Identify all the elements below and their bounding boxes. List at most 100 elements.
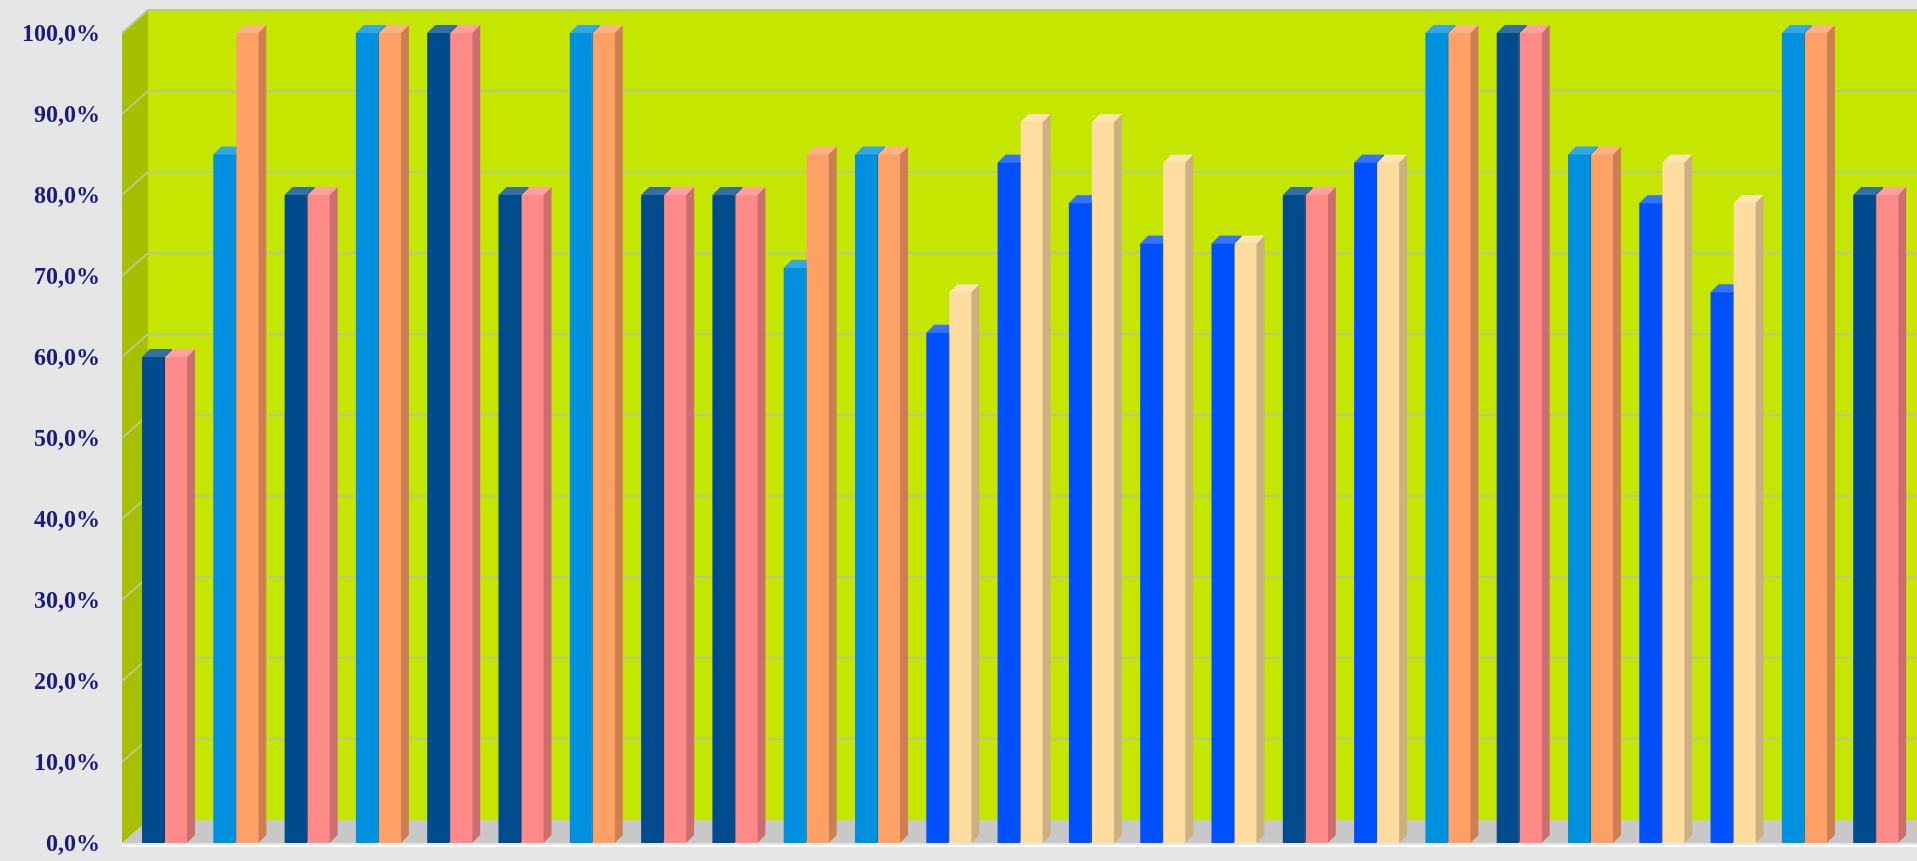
bar-top bbox=[712, 187, 743, 195]
bar-front bbox=[1733, 203, 1756, 844]
bar-front bbox=[284, 195, 307, 843]
bar-front bbox=[783, 267, 806, 843]
bar-top bbox=[1354, 154, 1385, 163]
bar-front bbox=[949, 292, 972, 843]
bar-front bbox=[641, 195, 664, 843]
bar-top bbox=[1377, 154, 1408, 163]
bar-group bbox=[142, 349, 195, 843]
bar-front bbox=[1211, 243, 1234, 844]
bar-top bbox=[1282, 187, 1313, 195]
bar-front bbox=[1091, 122, 1114, 844]
bar-front bbox=[450, 33, 473, 843]
bar-top bbox=[1853, 187, 1884, 195]
bar-front bbox=[1804, 33, 1827, 843]
bar-top bbox=[926, 324, 957, 333]
bar-top bbox=[1234, 235, 1265, 244]
bar-group bbox=[213, 25, 267, 843]
bar-group bbox=[355, 25, 409, 843]
bar-top bbox=[1496, 25, 1527, 33]
bar-top bbox=[1733, 195, 1764, 204]
bar-top bbox=[735, 187, 766, 195]
bar-top bbox=[213, 146, 244, 155]
bar bbox=[1377, 154, 1408, 844]
bar-top bbox=[1568, 146, 1598, 155]
bar-top bbox=[1662, 154, 1693, 163]
bar bbox=[1804, 25, 1835, 843]
bar-group bbox=[1853, 187, 1907, 843]
bar-front bbox=[1282, 195, 1305, 843]
bar bbox=[1662, 154, 1693, 844]
bar-front bbox=[521, 195, 544, 843]
bar-front bbox=[878, 154, 900, 843]
bar-front bbox=[378, 33, 401, 843]
bar bbox=[236, 25, 267, 843]
bar-group bbox=[1140, 154, 1194, 844]
gridline-side bbox=[121, 333, 149, 358]
bar bbox=[592, 25, 623, 843]
bar-front bbox=[498, 195, 521, 843]
bar-front bbox=[712, 195, 735, 843]
bar-front bbox=[1591, 154, 1613, 843]
bar-group bbox=[855, 146, 908, 843]
bar-group bbox=[997, 114, 1051, 844]
bar-side bbox=[258, 25, 267, 843]
bar-front bbox=[1710, 292, 1733, 843]
bar-series bbox=[142, 25, 1907, 844]
bar-side bbox=[900, 146, 908, 843]
bar-front bbox=[735, 195, 758, 843]
bar-front bbox=[1163, 162, 1186, 844]
bar-side bbox=[1042, 114, 1051, 844]
bar-front bbox=[1020, 122, 1043, 844]
bar-side bbox=[1684, 154, 1693, 844]
bar bbox=[949, 284, 980, 843]
bar bbox=[1163, 154, 1194, 844]
bar-side bbox=[828, 146, 837, 843]
bar-top bbox=[378, 25, 409, 33]
bar-group bbox=[712, 187, 766, 843]
bar bbox=[1591, 146, 1621, 843]
bar-front bbox=[1354, 162, 1377, 844]
bar-front bbox=[1639, 203, 1662, 844]
gridline-side bbox=[121, 171, 149, 196]
bar-top bbox=[521, 187, 552, 195]
bar bbox=[735, 187, 766, 843]
bar bbox=[1448, 25, 1479, 843]
y-tick-label: 20,0% bbox=[34, 669, 100, 695]
y-tick-label: 60,0% bbox=[34, 345, 100, 371]
bar bbox=[1733, 195, 1764, 844]
bar-group bbox=[1068, 114, 1122, 844]
bar-group bbox=[1496, 25, 1550, 843]
bar-top bbox=[1163, 154, 1194, 163]
bar-group bbox=[569, 25, 623, 843]
bar-front bbox=[1662, 162, 1685, 844]
bar-top bbox=[1639, 195, 1670, 204]
bar-front bbox=[1496, 33, 1519, 843]
bar-front bbox=[1568, 154, 1590, 843]
bar bbox=[1519, 25, 1550, 843]
bar-top bbox=[1781, 25, 1812, 33]
bar-side bbox=[1541, 25, 1550, 843]
bar-group bbox=[498, 187, 552, 843]
bar-top bbox=[592, 25, 623, 33]
bar-side bbox=[1826, 25, 1835, 843]
bar-side bbox=[1327, 187, 1336, 843]
bar-side bbox=[472, 25, 481, 843]
bar-top bbox=[855, 146, 885, 155]
bar bbox=[450, 25, 481, 843]
bar-side bbox=[187, 349, 195, 843]
bar-top bbox=[806, 146, 837, 155]
gridline-side bbox=[121, 9, 149, 34]
bar-side bbox=[757, 187, 766, 843]
bar-top bbox=[1091, 114, 1122, 123]
bar-front bbox=[165, 357, 187, 843]
bar-top bbox=[1211, 235, 1242, 244]
bar-group bbox=[783, 146, 837, 843]
bar-top bbox=[355, 25, 386, 33]
bar-group bbox=[1425, 25, 1479, 843]
bar-side bbox=[1185, 154, 1194, 844]
bar-top bbox=[664, 187, 695, 195]
bar-top bbox=[641, 187, 672, 195]
bar-front bbox=[1876, 195, 1899, 843]
gridline-side bbox=[121, 252, 149, 277]
bar bbox=[307, 187, 338, 843]
